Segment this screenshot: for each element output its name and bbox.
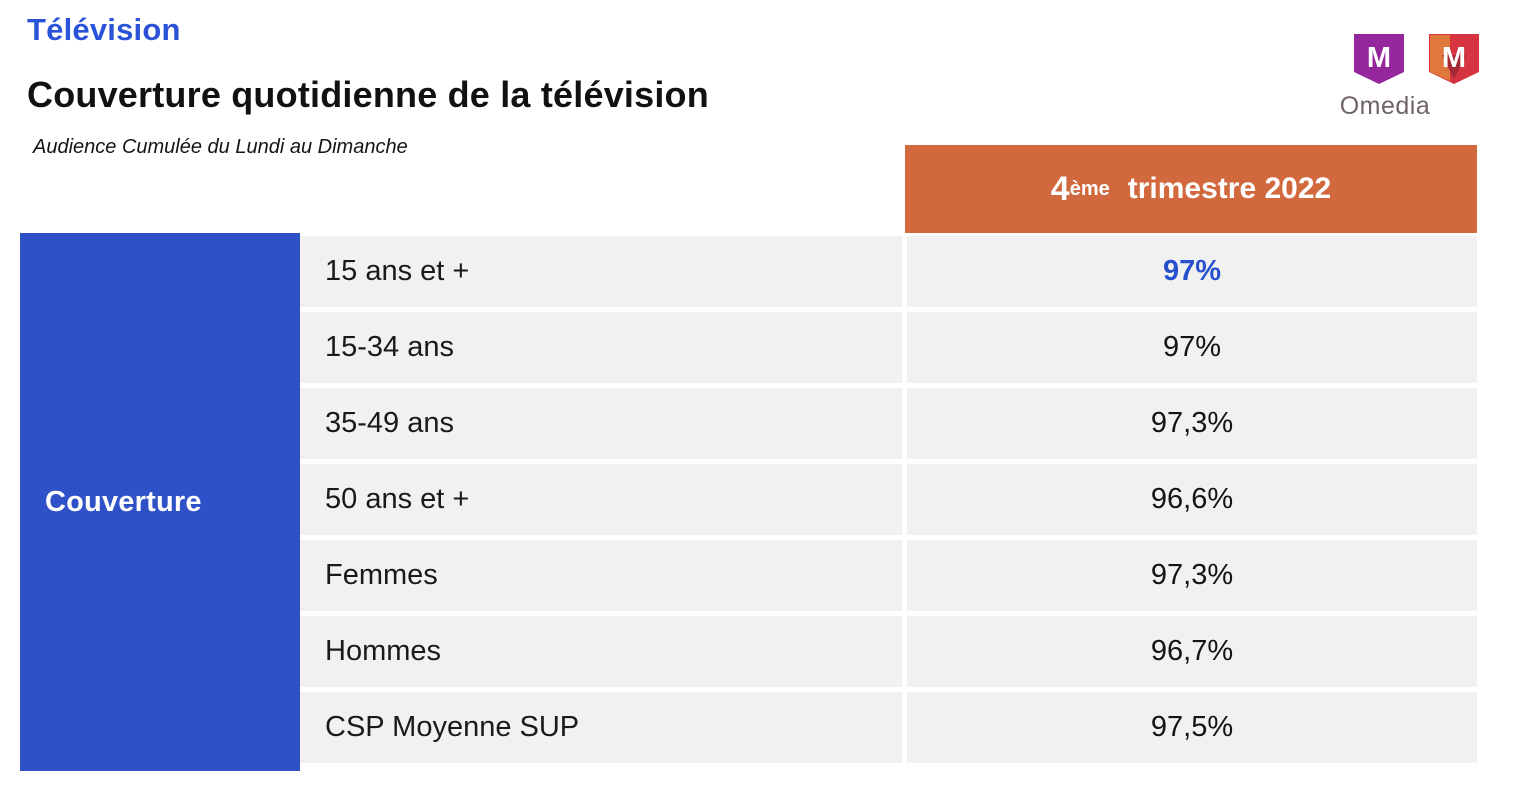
row-label: 15 ans et + <box>300 236 902 307</box>
row-label: 15-34 ans <box>300 312 902 383</box>
row-group-label: Couverture <box>45 485 202 518</box>
table-row: 50 ans et + 96,6% <box>300 464 1477 535</box>
row-group-cell: Couverture <box>20 233 300 771</box>
row-value: 97,3% <box>907 388 1477 459</box>
row-label: Hommes <box>300 616 902 687</box>
table-row: Hommes 96,7% <box>300 616 1477 687</box>
row-value: 96,7% <box>907 616 1477 687</box>
table-row: 15 ans et + 97% <box>300 236 1477 307</box>
row-value: 97% <box>907 312 1477 383</box>
m6-purple-logo-icon: M <box>1354 34 1404 84</box>
row-value: 97% <box>907 236 1477 307</box>
row-label: Femmes <box>300 540 902 611</box>
m-letter: M <box>1367 42 1391 74</box>
section-kicker: Télévision <box>27 12 181 47</box>
table-row: 15-34 ans 97% <box>300 312 1477 383</box>
table-row: CSP Moyenne SUP 97,5% <box>300 692 1477 763</box>
period-rest: trimestre 2022 <box>1127 172 1332 205</box>
table-row: Femmes 97,3% <box>300 540 1477 611</box>
table-row: 35-49 ans 97,3% <box>300 388 1477 459</box>
m6-red-logo-icon: M <box>1429 34 1479 84</box>
row-label: 50 ans et + <box>300 464 902 535</box>
omedia-wordmark: Omedia <box>1339 92 1431 120</box>
m-letter: M <box>1442 42 1466 74</box>
period-header: 4 ème trimestre 2022 <box>905 145 1477 233</box>
period-superscript: ème <box>1069 178 1110 200</box>
logo-group: M M Omedia <box>1316 28 1496 124</box>
subtitle: Audience Cumulée du Lundi au Dimanche <box>33 136 408 158</box>
page-title: Couverture quotidienne de la télévision <box>27 74 709 115</box>
period-number: 4 <box>1050 170 1070 208</box>
row-value: 96,6% <box>907 464 1477 535</box>
row-label: CSP Moyenne SUP <box>300 692 902 763</box>
row-value: 97,3% <box>907 540 1477 611</box>
coverage-table: 15 ans et + 97% 15-34 ans 97% 35-49 ans … <box>300 236 1477 768</box>
row-value: 97,5% <box>907 692 1477 763</box>
row-label: 35-49 ans <box>300 388 902 459</box>
